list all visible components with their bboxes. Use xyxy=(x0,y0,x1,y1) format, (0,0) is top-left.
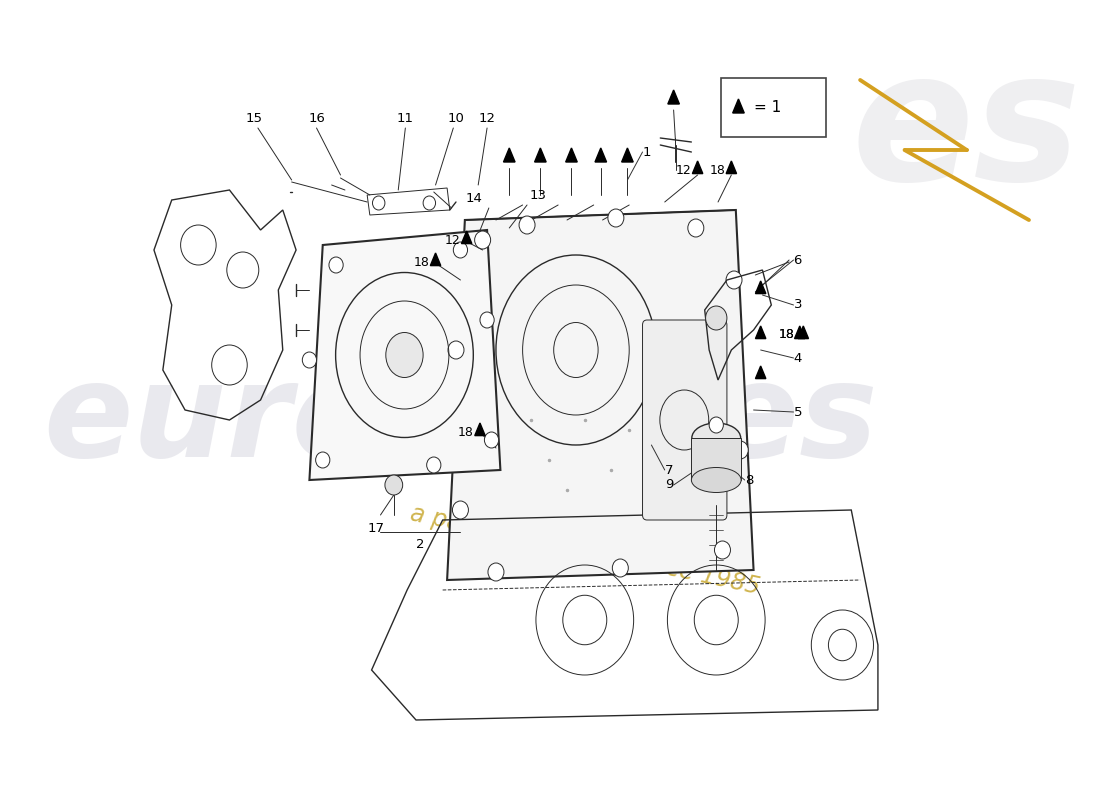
Circle shape xyxy=(302,352,317,368)
Polygon shape xyxy=(595,148,606,162)
Circle shape xyxy=(710,417,724,433)
Circle shape xyxy=(726,271,742,289)
Circle shape xyxy=(519,216,535,234)
Circle shape xyxy=(453,242,468,258)
Circle shape xyxy=(705,306,727,330)
Text: 11: 11 xyxy=(397,112,414,125)
Text: 10: 10 xyxy=(448,112,464,125)
Text: 12: 12 xyxy=(478,112,496,125)
Polygon shape xyxy=(309,230,500,480)
Text: 15: 15 xyxy=(245,112,263,125)
Polygon shape xyxy=(447,210,754,580)
Circle shape xyxy=(452,501,469,519)
Circle shape xyxy=(733,441,748,459)
Polygon shape xyxy=(756,366,766,378)
Circle shape xyxy=(484,432,498,448)
Polygon shape xyxy=(726,161,737,174)
Bar xyxy=(692,438,741,480)
Ellipse shape xyxy=(386,333,424,378)
Polygon shape xyxy=(692,161,703,174)
Circle shape xyxy=(385,475,403,495)
Polygon shape xyxy=(733,99,745,113)
Text: 17: 17 xyxy=(367,522,385,535)
Text: = 1: = 1 xyxy=(754,99,781,114)
Text: 8: 8 xyxy=(745,474,754,486)
FancyBboxPatch shape xyxy=(642,320,727,520)
Polygon shape xyxy=(756,326,766,338)
Text: 18: 18 xyxy=(414,255,429,269)
Ellipse shape xyxy=(692,423,740,453)
Ellipse shape xyxy=(692,467,741,493)
Polygon shape xyxy=(799,326,808,338)
Text: 18: 18 xyxy=(458,426,474,438)
Polygon shape xyxy=(756,281,766,294)
Text: 18: 18 xyxy=(710,163,725,177)
Circle shape xyxy=(488,563,504,581)
Text: a passion for parts since 1985: a passion for parts since 1985 xyxy=(408,501,762,599)
Text: 9: 9 xyxy=(666,478,673,491)
Text: 18: 18 xyxy=(779,329,794,342)
Circle shape xyxy=(715,541,730,559)
Circle shape xyxy=(316,452,330,468)
Text: 16: 16 xyxy=(308,112,324,125)
Polygon shape xyxy=(794,326,805,338)
Circle shape xyxy=(480,312,494,328)
Text: es: es xyxy=(851,42,1081,218)
Text: eurospares: eurospares xyxy=(43,357,878,483)
Circle shape xyxy=(608,209,624,227)
Polygon shape xyxy=(475,423,485,435)
Text: 13: 13 xyxy=(530,189,547,202)
Text: 7: 7 xyxy=(664,463,673,477)
Circle shape xyxy=(448,341,464,359)
Text: 6: 6 xyxy=(793,254,802,266)
Text: 12: 12 xyxy=(675,163,692,177)
Text: 1: 1 xyxy=(642,146,651,158)
Text: 5: 5 xyxy=(793,406,802,418)
Circle shape xyxy=(474,231,491,249)
Polygon shape xyxy=(461,231,472,243)
Polygon shape xyxy=(504,148,515,162)
Text: 2: 2 xyxy=(416,538,425,551)
Text: 12: 12 xyxy=(444,234,461,246)
Text: 14: 14 xyxy=(465,192,483,205)
Polygon shape xyxy=(668,90,680,104)
Polygon shape xyxy=(430,253,441,266)
Polygon shape xyxy=(535,148,546,162)
FancyBboxPatch shape xyxy=(720,78,826,137)
Circle shape xyxy=(613,559,628,577)
Circle shape xyxy=(329,257,343,273)
Text: 3: 3 xyxy=(793,298,802,311)
Circle shape xyxy=(427,457,441,473)
Text: 18: 18 xyxy=(779,329,794,342)
Polygon shape xyxy=(621,148,634,162)
Polygon shape xyxy=(565,148,578,162)
Text: 4: 4 xyxy=(793,351,802,365)
Circle shape xyxy=(688,219,704,237)
